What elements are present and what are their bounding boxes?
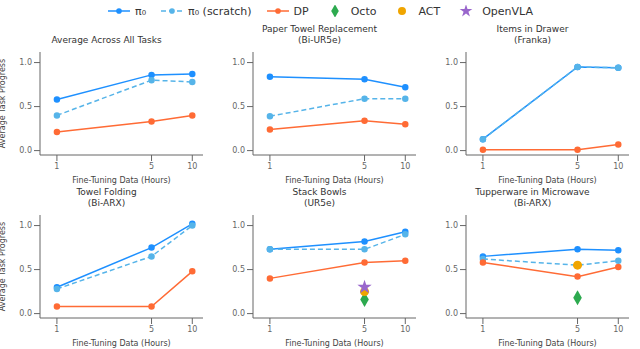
- svg-text:0.0: 0.0: [445, 146, 458, 155]
- svg-text:10: 10: [187, 162, 197, 171]
- html-text:Stack Bowls: Stack Bowls: [292, 187, 347, 197]
- svg-text:1: 1: [267, 325, 272, 334]
- svg-text:5: 5: [149, 325, 154, 334]
- svg-text:Fine-Tuning Data (Hours): Fine-Tuning Data (Hours): [285, 339, 383, 348]
- html-text:ACT: ACT: [418, 4, 441, 18]
- svg-text:Fine-Tuning Data (Hours): Fine-Tuning Data (Hours): [498, 176, 596, 185]
- svg-text:0.5: 0.5: [19, 102, 32, 111]
- svg-text:10: 10: [400, 325, 410, 334]
- svg-text:Fine-Tuning Data (Hours): Fine-Tuning Data (Hours): [72, 339, 170, 348]
- html-text:DP: DP: [293, 4, 309, 18]
- svg-text:Fine-Tuning Data (Hours): Fine-Tuning Data (Hours): [498, 339, 596, 348]
- svg-text:0.5: 0.5: [445, 265, 458, 274]
- svg-text:Fine-Tuning Data (Hours): Fine-Tuning Data (Hours): [72, 176, 170, 185]
- html-text:(Bi-ARX): (Bi-ARX): [513, 198, 552, 208]
- svg-text:5: 5: [575, 325, 580, 334]
- svg-text:5: 5: [149, 162, 154, 171]
- html-text:Tupperware in Microwave: Tupperware in Microwave: [475, 187, 590, 197]
- svg-text:5: 5: [362, 162, 367, 171]
- html-text:Paper Towel Replacement: Paper Towel Replacement: [261, 24, 378, 34]
- html-text:Average Across All Tasks: Average Across All Tasks: [51, 35, 162, 45]
- svg-text:0.0: 0.0: [232, 146, 245, 155]
- svg-text:10: 10: [613, 162, 623, 171]
- svg-text:Average Task Progress: Average Task Progress: [0, 59, 7, 148]
- html-text:(Franka): (Franka): [514, 35, 551, 45]
- html-text:π₀ (scratch): π₀ (scratch): [188, 4, 252, 18]
- svg-text:1.0: 1.0: [232, 221, 245, 230]
- svg-text:0.5: 0.5: [19, 265, 32, 274]
- html-text:(UR5e): (UR5e): [303, 198, 336, 208]
- html-text:Items in Drawer: Items in Drawer: [496, 24, 569, 34]
- html-text:Octo: Octo: [350, 4, 377, 18]
- svg-text:0.0: 0.0: [445, 309, 458, 318]
- svg-text:0.5: 0.5: [232, 102, 245, 111]
- html-text:Towel Folding: Towel Folding: [76, 187, 137, 197]
- svg-text:5: 5: [575, 162, 580, 171]
- svg-text:10: 10: [187, 325, 197, 334]
- html-text:(Bi-UR5e): (Bi-UR5e): [298, 35, 341, 45]
- svg-text:1: 1: [54, 162, 59, 171]
- html-text:(Bi-ARX): (Bi-ARX): [87, 198, 126, 208]
- svg-text:10: 10: [400, 162, 410, 171]
- svg-text:1.0: 1.0: [19, 58, 32, 67]
- svg-text:1: 1: [480, 325, 485, 334]
- svg-text:0.0: 0.0: [19, 146, 32, 155]
- svg-text:0.5: 0.5: [232, 265, 245, 274]
- svg-text:0.0: 0.0: [19, 309, 32, 318]
- svg-text:10: 10: [613, 325, 623, 334]
- svg-text:1.0: 1.0: [445, 221, 458, 230]
- svg-text:0.5: 0.5: [445, 102, 458, 111]
- svg-text:5: 5: [362, 325, 367, 334]
- html-text:OpenVLA: OpenVLA: [482, 4, 533, 18]
- svg-text:1.0: 1.0: [232, 58, 245, 67]
- svg-text:1.0: 1.0: [445, 58, 458, 67]
- svg-text:0.0: 0.0: [232, 309, 245, 318]
- svg-text:Fine-Tuning Data (Hours): Fine-Tuning Data (Hours): [285, 176, 383, 185]
- svg-text:1: 1: [267, 162, 272, 171]
- svg-text:1.0: 1.0: [19, 221, 32, 230]
- svg-text:1: 1: [480, 162, 485, 171]
- svg-text:1: 1: [54, 325, 59, 334]
- html-text:π₀: π₀: [135, 4, 147, 18]
- svg-text:Average Task Progress: Average Task Progress: [0, 222, 7, 311]
